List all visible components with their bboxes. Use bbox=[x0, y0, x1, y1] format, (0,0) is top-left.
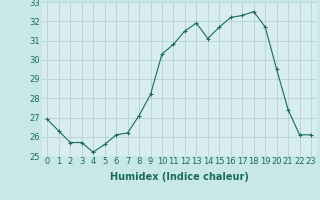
X-axis label: Humidex (Indice chaleur): Humidex (Indice chaleur) bbox=[110, 172, 249, 182]
